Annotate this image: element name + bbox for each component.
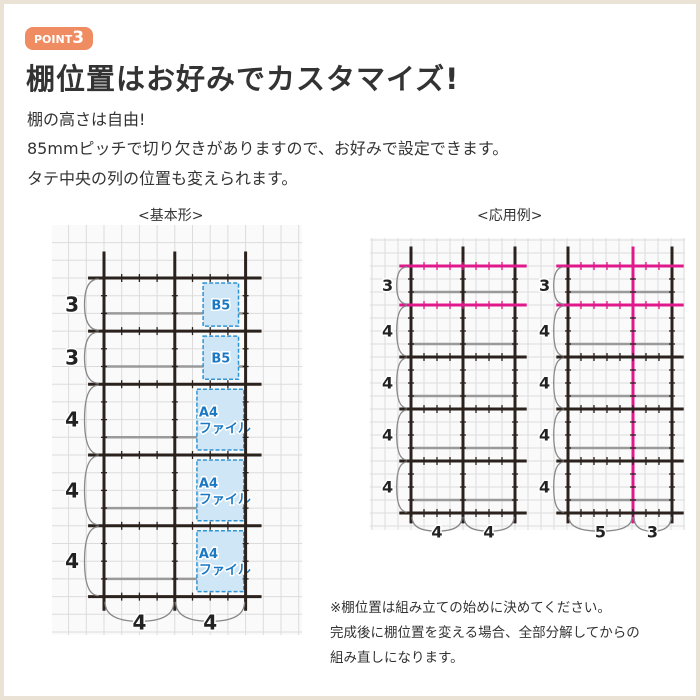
height-brace bbox=[83, 455, 99, 526]
row-height-label: 3 bbox=[539, 276, 550, 295]
row-height-label: 4 bbox=[65, 549, 79, 573]
width-brace bbox=[175, 601, 246, 623]
point-badge: POINT3 bbox=[25, 27, 94, 50]
row-height-label: 3 bbox=[65, 293, 79, 317]
width-brace bbox=[411, 516, 463, 532]
paper-size-box bbox=[196, 530, 245, 593]
row-height-label: 3 bbox=[65, 346, 79, 370]
lead-line-1: 棚の高さは自由! bbox=[27, 110, 146, 129]
row-height-label: 4 bbox=[539, 374, 550, 393]
paper-size-box bbox=[202, 282, 240, 327]
badge-number: 3 bbox=[72, 28, 85, 48]
note-line-3: 組み直しになります。 bbox=[330, 650, 464, 666]
caption-basic: <基本形> bbox=[138, 208, 204, 224]
height-brace bbox=[83, 331, 99, 384]
label-line: ファイル bbox=[199, 492, 251, 507]
height-brace bbox=[396, 461, 408, 513]
height-brace bbox=[553, 409, 565, 461]
badge-prefix: POINT bbox=[34, 33, 73, 46]
row-height-label: 4 bbox=[382, 478, 393, 497]
width-brace bbox=[568, 516, 633, 532]
column-width-label: 4 bbox=[132, 610, 146, 634]
height-brace bbox=[396, 409, 408, 461]
label-line: A4 bbox=[199, 476, 218, 491]
row-height-label: 3 bbox=[382, 276, 393, 295]
paper-size-box bbox=[196, 388, 245, 451]
row-height-label: 4 bbox=[382, 374, 393, 393]
height-brace bbox=[553, 266, 565, 305]
paper-size-box bbox=[202, 335, 240, 380]
height-brace bbox=[553, 357, 565, 409]
column-width-label: 4 bbox=[203, 610, 217, 634]
height-brace bbox=[553, 305, 565, 357]
height-brace bbox=[553, 461, 565, 513]
note-line-1: ※棚位置は組み立ての始めに決めてください。 bbox=[330, 600, 611, 616]
label-line: B5 bbox=[211, 299, 230, 314]
label-line: ファイル bbox=[199, 563, 251, 578]
column-width-label: 4 bbox=[431, 523, 442, 542]
height-brace bbox=[396, 357, 408, 409]
height-brace bbox=[396, 305, 408, 357]
lead-line-2: 85mmピッチで切り欠きがありますので、お好みで設定できます。 bbox=[27, 139, 509, 158]
paper-size-label: B5 bbox=[211, 352, 230, 367]
note-line-2: 完成後に棚位置を変える場合、全部分解してからの bbox=[330, 625, 640, 641]
label-line: A4 bbox=[199, 547, 218, 562]
column-width-label: 3 bbox=[647, 523, 658, 542]
row-height-label: 4 bbox=[65, 408, 79, 432]
row-height-label: 4 bbox=[65, 478, 79, 502]
row-height-label: 4 bbox=[382, 322, 393, 341]
grid-panel bbox=[52, 225, 302, 635]
row-height-label: 4 bbox=[539, 426, 550, 445]
height-brace bbox=[83, 384, 99, 455]
row-height-label: 4 bbox=[539, 478, 550, 497]
row-height-label: 4 bbox=[539, 322, 550, 341]
paper-size-label: A4 ファイル bbox=[199, 547, 251, 578]
page-title: 棚位置はお好みでカスタマイズ! bbox=[26, 62, 460, 96]
caption-applied: <応用例> bbox=[477, 208, 543, 224]
height-brace bbox=[396, 266, 408, 305]
width-brace bbox=[463, 516, 515, 532]
paper-size-label: B5 bbox=[211, 299, 230, 314]
column-width-label: 4 bbox=[483, 523, 494, 542]
lead-line-3: タテ中央の列の位置も変えられます。 bbox=[27, 169, 298, 188]
column-width-label: 5 bbox=[595, 523, 606, 542]
paper-size-label: A4 ファイル bbox=[199, 476, 251, 507]
height-brace bbox=[83, 526, 99, 597]
height-brace bbox=[83, 278, 99, 331]
width-brace bbox=[104, 601, 175, 623]
width-brace bbox=[633, 516, 672, 532]
paper-size-label: A4 ファイル bbox=[199, 406, 251, 437]
label-line: A4 bbox=[199, 406, 218, 421]
label-line: ファイル bbox=[199, 422, 251, 437]
paper-size-box bbox=[196, 459, 245, 522]
row-height-label: 4 bbox=[382, 426, 393, 445]
label-line: B5 bbox=[211, 352, 230, 367]
